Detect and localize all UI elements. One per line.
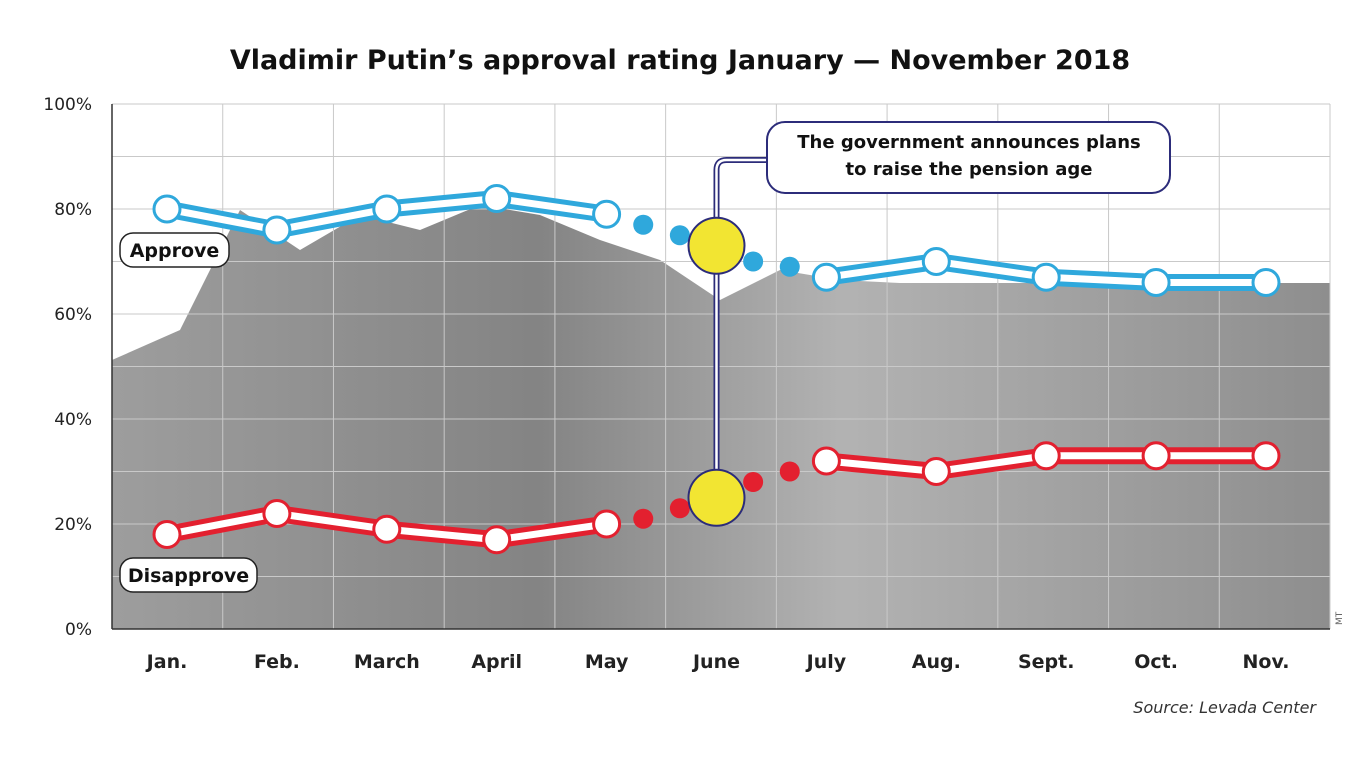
y-tick-label: 80%: [54, 200, 92, 220]
disapprove-point: [1141, 441, 1171, 471]
approve-point: [811, 262, 841, 292]
photo-credit: MT: [1335, 611, 1345, 625]
disapprove-point: [372, 514, 402, 544]
background-photo: [112, 205, 1330, 629]
disapprove-point: [921, 457, 951, 486]
disapprove-point: [592, 509, 622, 539]
disapprove-transition-dot: [669, 498, 690, 519]
x-tick-label: July: [805, 651, 847, 673]
approve-point: [152, 194, 182, 224]
y-tick-label: 0%: [65, 620, 92, 640]
y-tick-label: 40%: [54, 410, 92, 430]
x-tick-label: Nov.: [1242, 651, 1289, 673]
source-note: Source: Levada Center: [1133, 698, 1317, 717]
approve-transition-dot: [633, 214, 654, 235]
approve-point: [921, 247, 951, 276]
approve-point: [592, 199, 622, 229]
disapprove-point: [482, 525, 512, 555]
approve-point: [1251, 268, 1281, 297]
x-tick-label: Feb.: [254, 651, 300, 673]
approve-transition-dot: [669, 225, 690, 246]
disapprove-label: Disapprove: [128, 565, 249, 587]
disapprove-point: [1251, 441, 1281, 471]
disapprove-point: [262, 499, 292, 528]
x-axis: Jan. Feb. March April May June July Aug. Sept. Oc…: [145, 651, 1290, 673]
approve-point: [1031, 262, 1061, 292]
disapprove-point: [811, 446, 841, 476]
x-tick-label: June: [691, 651, 740, 673]
chart-title: Vladimir Putin’s approval rating January…: [230, 45, 1130, 76]
event-callout-text: The government announces plans: [797, 132, 1140, 153]
approve-point: [482, 184, 512, 213]
approve-label: Approve: [130, 240, 220, 262]
series-labels: Approve Disapprove: [119, 232, 258, 593]
x-tick-label: Aug.: [912, 651, 961, 673]
event-callout: [766, 121, 1171, 194]
event-callout-text: to raise the pension age: [846, 159, 1093, 180]
disapprove-transition-dot: [633, 508, 654, 529]
disapprove-transition-dot: [743, 472, 764, 492]
approve-event-marker: [687, 216, 746, 275]
approve-transition-dot: [743, 251, 764, 272]
y-tick-label: 60%: [54, 305, 92, 325]
x-tick-label: April: [471, 651, 522, 673]
approve-point: [372, 194, 402, 224]
pension-event: The government announces plans to raise t…: [713, 121, 1171, 493]
approve-point: [262, 215, 292, 245]
series-layer: [152, 184, 1281, 555]
y-axis: 0% 20% 40% 60% 80% 100%: [43, 95, 92, 640]
event-connector-inner: [715, 158, 767, 493]
y-tick-label: 100%: [43, 95, 92, 115]
x-tick-label: Sept.: [1018, 651, 1074, 673]
y-tick-label: 20%: [54, 515, 92, 535]
disapprove-label-box: [119, 557, 258, 593]
approve-label-box: [119, 232, 230, 268]
disapprove-transition-dot: [779, 461, 800, 482]
x-tick-label: May: [585, 651, 629, 673]
x-tick-label: Jan.: [145, 651, 188, 673]
disapprove-point: [1031, 441, 1061, 471]
disapprove-point: [152, 520, 182, 549]
approve-point: [1141, 268, 1171, 297]
disapprove-event-marker: [687, 468, 746, 527]
x-tick-label: March: [354, 651, 420, 673]
x-tick-label: Oct.: [1134, 651, 1178, 673]
approve-transition-dot: [779, 256, 800, 277]
